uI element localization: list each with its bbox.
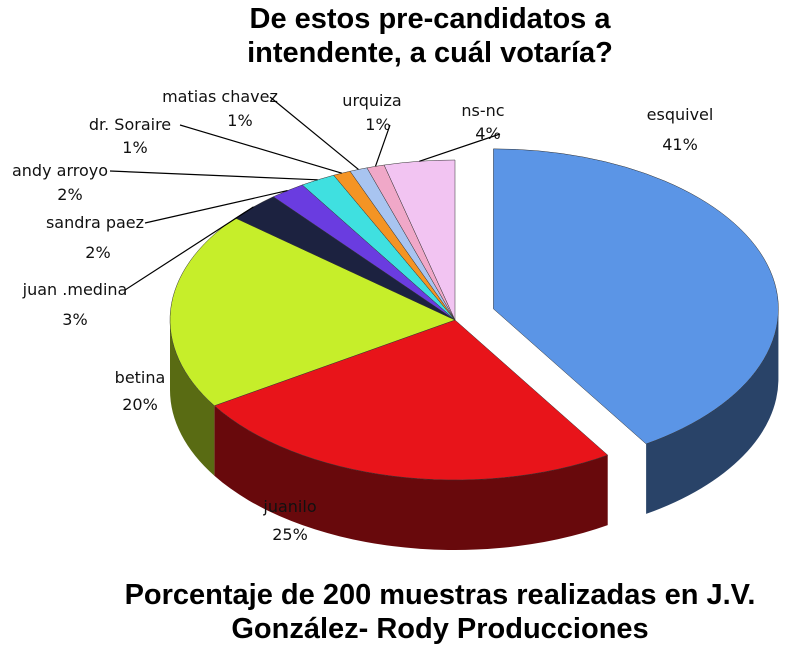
chart-title: De estos pre-candidatos a intendente, a … [247,3,613,69]
leader-line [109,170,318,181]
slice-value-label: 1% [365,115,390,134]
slice-label: esquivel [647,105,714,124]
slice-label: ns-nc [461,101,504,120]
pie-slice [169,217,456,407]
slice-value-label: 25% [272,525,308,544]
leader-line [144,189,288,224]
slice-label: urquiza [342,91,401,110]
pie-slice [213,319,609,481]
pie-slice [493,148,779,445]
slice-side [170,320,215,476]
slice-label: juanilo [262,497,316,516]
leader-line [419,133,501,162]
slice-value-label: 4% [475,124,500,143]
leader-line [269,96,359,170]
slice-side [214,405,608,550]
pie-slice [383,159,456,321]
slice-label: andy arroyo [12,161,108,180]
leader-line [374,124,391,167]
slice-value-label: 1% [227,111,252,130]
slice-label: dr. Soraire [89,115,171,134]
slice-value-label: 2% [57,185,82,204]
slice-label: sandra paez [46,213,144,232]
slice-value-label: 20% [122,395,158,414]
leader-line [179,124,342,174]
leader-line [124,206,254,291]
slice-value-label: 3% [62,310,87,329]
slice-label: betina [115,368,166,387]
slice-value-label: 2% [85,243,110,262]
chart-subtitle: Porcentaje de 200 muestras realizadas en… [124,579,756,645]
slice-value-label: 41% [662,135,698,154]
slice-value-label: 1% [122,138,147,157]
slice-label: matias chavez [162,87,278,106]
slice-label: juan .medina [22,280,128,299]
